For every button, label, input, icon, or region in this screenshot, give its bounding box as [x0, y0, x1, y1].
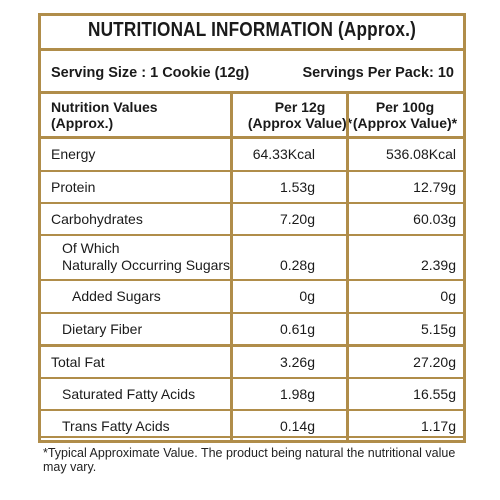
divider	[41, 312, 463, 314]
column-divider	[346, 91, 349, 440]
table-title: NUTRITIONAL INFORMATION (Approx.)	[87, 19, 416, 41]
footnote: *Typical Approximate Value. The product …	[43, 446, 456, 474]
divider	[41, 344, 463, 347]
header-per-100g: Per 100g (Approx Value)*	[352, 99, 458, 131]
table-row: Protein 1.53g 12.79g	[51, 179, 456, 195]
divider	[41, 234, 463, 236]
divider	[41, 409, 463, 411]
divider	[41, 436, 463, 438]
servings-per-pack: Servings Per Pack: 10	[302, 65, 454, 81]
serving-size: Serving Size : 1 Cookie (12g)	[51, 65, 250, 81]
nutrition-table: NUTRITIONAL INFORMATION (Approx.) Servin…	[38, 13, 466, 443]
divider	[41, 136, 463, 139]
table-row: Carbohydrates 7.20g 60.03g	[51, 211, 456, 227]
column-divider	[230, 91, 233, 440]
table-row: Energy 64.33Kcal 536.08Kcal	[51, 146, 456, 162]
header-nutrition-values: Nutrition Values (Approx.)	[51, 99, 158, 131]
divider	[41, 202, 463, 204]
table-row: Trans Fatty Acids 0.14g 1.17g	[62, 418, 456, 434]
table-row: Dietary Fiber 0.61g 5.15g	[62, 321, 456, 337]
table-row: Of Which Naturally Occurring Sugars 0.28…	[62, 240, 456, 273]
divider	[41, 279, 463, 281]
table-row: Total Fat 3.26g 27.20g	[51, 354, 456, 370]
header-per-12g: Per 12g (Approx Value)*	[247, 99, 353, 131]
divider	[41, 377, 463, 379]
divider	[41, 170, 463, 172]
divider	[41, 91, 463, 94]
divider	[41, 48, 463, 51]
table-row: Saturated Fatty Acids 1.98g 16.55g	[62, 386, 456, 402]
table-row: Added Sugars 0g 0g	[72, 288, 456, 304]
